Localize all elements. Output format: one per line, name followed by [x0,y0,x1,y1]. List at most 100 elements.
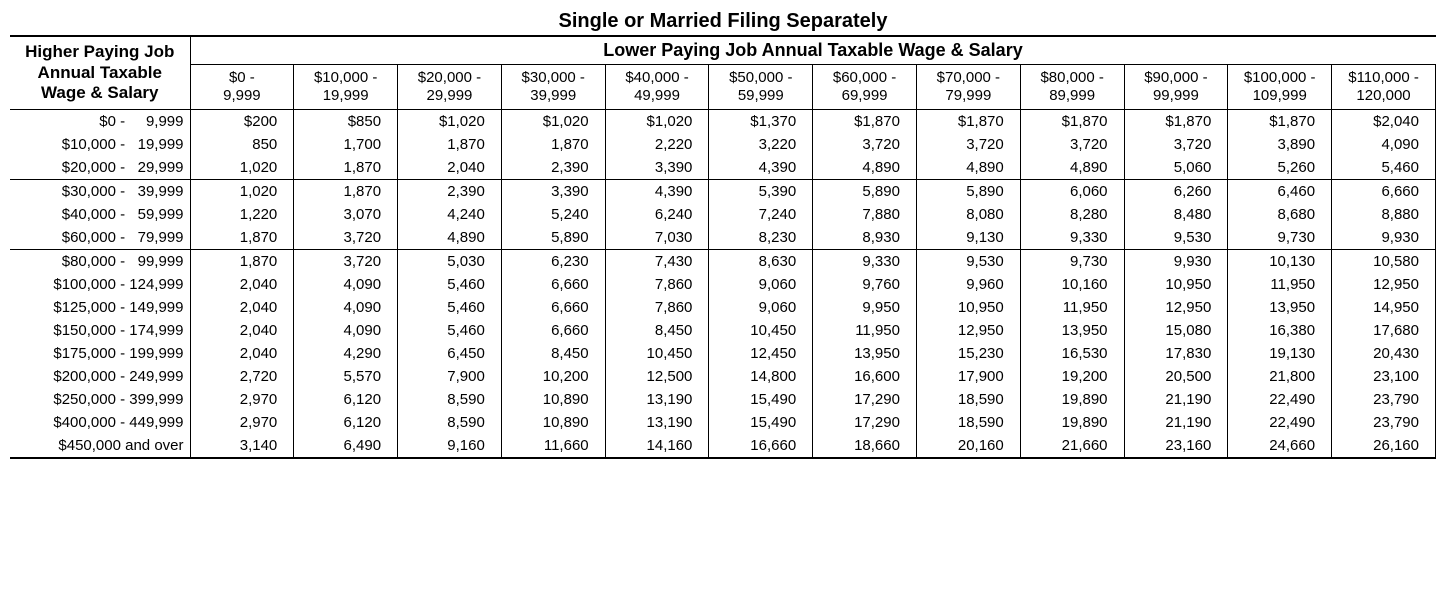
row-label: $150,000 - 174,999 [10,319,190,342]
tax-table: Higher Paying Job Annual Taxable Wage & … [10,35,1436,459]
data-cell: 9,060 [709,273,813,296]
data-cell: 2,970 [190,388,294,411]
data-cell: 12,500 [605,365,709,388]
data-cell: 6,490 [294,434,398,458]
data-cell: 10,950 [916,296,1020,319]
data-cell: 8,630 [709,250,813,274]
data-cell: 4,890 [813,156,917,180]
column-range-line1: $100,000 - [1230,69,1329,87]
data-cell: 7,900 [398,365,502,388]
data-cell: 8,680 [1228,203,1332,226]
data-cell: 22,490 [1228,411,1332,434]
data-cell: 2,040 [398,156,502,180]
data-cell: 6,230 [501,250,605,274]
data-cell: 18,660 [813,434,917,458]
data-cell: 2,220 [605,133,709,156]
data-cell: 3,140 [190,434,294,458]
column-range-header: $50,000 -59,999 [709,65,813,110]
column-range-line1: $80,000 - [1023,69,1122,87]
data-cell: 20,430 [1332,342,1436,365]
column-range-line2: 29,999 [400,87,499,105]
column-range-line1: $50,000 - [711,69,810,87]
column-range-header: $10,000 -19,999 [294,65,398,110]
data-cell: $1,870 [1020,110,1124,134]
table-row: $250,000 - 399,9992,9706,1208,59010,8901… [10,388,1436,411]
data-cell: 3,390 [605,156,709,180]
data-cell: 2,040 [190,342,294,365]
data-cell: 13,190 [605,411,709,434]
data-cell: 3,720 [1124,133,1228,156]
table-title: Single or Married Filing Separately [10,10,1436,33]
column-range-line2: 19,999 [296,87,395,105]
column-range-line2: 69,999 [815,87,914,105]
higher-header-line: Annual Taxable [16,63,184,83]
column-range-header: $100,000 -109,999 [1228,65,1332,110]
row-label: $400,000 - 449,999 [10,411,190,434]
data-cell: 6,240 [605,203,709,226]
data-cell: 15,490 [709,388,813,411]
data-cell: 5,260 [1228,156,1332,180]
row-label: $125,000 - 149,999 [10,296,190,319]
data-cell: 6,060 [1020,180,1124,204]
data-cell: 3,720 [294,226,398,250]
data-cell: 7,860 [605,296,709,319]
data-cell: 1,220 [190,203,294,226]
data-cell: 10,130 [1228,250,1332,274]
data-cell: 8,880 [1332,203,1436,226]
data-cell: 13,950 [813,342,917,365]
data-cell: 4,090 [294,296,398,319]
data-cell: 9,330 [1020,226,1124,250]
data-cell: 3,720 [1020,133,1124,156]
data-cell: 10,450 [709,319,813,342]
data-cell: $1,020 [398,110,502,134]
data-cell: 8,280 [1020,203,1124,226]
data-cell: 20,160 [916,434,1020,458]
data-cell: 9,530 [1124,226,1228,250]
data-cell: 5,240 [501,203,605,226]
data-cell: 5,460 [398,319,502,342]
data-cell: 9,960 [916,273,1020,296]
column-range-header: $20,000 -29,999 [398,65,502,110]
data-cell: 12,950 [1124,296,1228,319]
column-range-line1: $60,000 - [815,69,914,87]
data-cell: 21,660 [1020,434,1124,458]
data-cell: 3,720 [294,250,398,274]
table-row: $125,000 - 149,9992,0404,0905,4606,6607,… [10,296,1436,319]
row-label: $250,000 - 399,999 [10,388,190,411]
column-range-line1: $90,000 - [1127,69,1226,87]
row-label: $10,000 - 19,999 [10,133,190,156]
data-cell: 13,190 [605,388,709,411]
data-cell: 17,290 [813,388,917,411]
column-range-line2: 49,999 [608,87,707,105]
row-label: $100,000 - 124,999 [10,273,190,296]
data-cell: 12,950 [916,319,1020,342]
column-range-row: $0 -9,999$10,000 -19,999$20,000 -29,999$… [10,65,1436,110]
data-cell: $2,040 [1332,110,1436,134]
data-cell: 11,660 [501,434,605,458]
data-cell: 3,720 [813,133,917,156]
data-cell: 9,160 [398,434,502,458]
data-cell: 7,030 [605,226,709,250]
data-cell: 9,950 [813,296,917,319]
data-cell: 16,380 [1228,319,1332,342]
data-cell: 1,870 [294,156,398,180]
data-cell: 4,240 [398,203,502,226]
data-cell: 16,600 [813,365,917,388]
data-cell: 6,120 [294,411,398,434]
data-cell: 10,450 [605,342,709,365]
data-cell: 16,660 [709,434,813,458]
data-cell: 5,460 [398,273,502,296]
data-cell: 5,890 [813,180,917,204]
data-cell: 7,240 [709,203,813,226]
data-cell: 23,790 [1332,411,1436,434]
column-range-line2: 9,999 [193,87,292,105]
data-cell: 3,390 [501,180,605,204]
data-cell: 11,950 [813,319,917,342]
table-row: $60,000 - 79,9991,8703,7204,8905,8907,03… [10,226,1436,250]
data-cell: 9,730 [1020,250,1124,274]
data-cell: 17,680 [1332,319,1436,342]
data-cell: 2,390 [501,156,605,180]
data-cell: 17,830 [1124,342,1228,365]
column-range-line1: $110,000 - [1334,69,1433,87]
data-cell: 24,660 [1228,434,1332,458]
